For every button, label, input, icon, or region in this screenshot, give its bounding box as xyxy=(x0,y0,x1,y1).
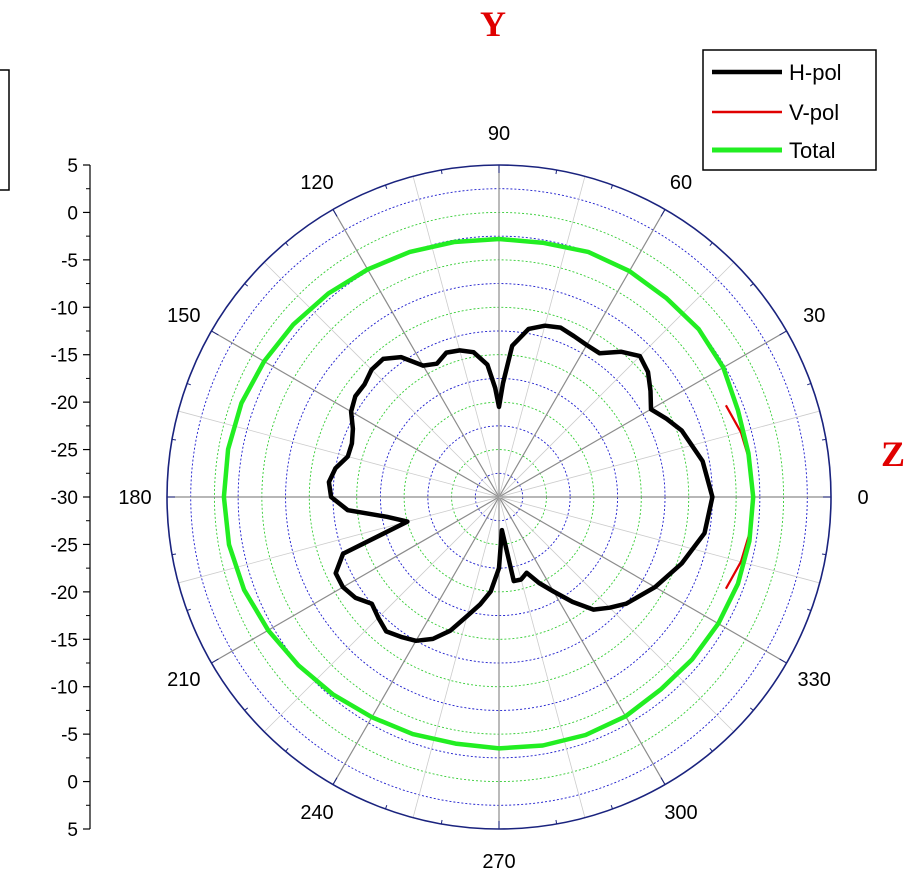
outer-tick xyxy=(440,169,443,175)
radial-tick-label: -10 xyxy=(51,678,78,699)
series-layer xyxy=(221,236,756,751)
outer-tick xyxy=(610,184,614,189)
outer-tick xyxy=(384,805,388,810)
outer-tick xyxy=(244,707,249,711)
grid-spoke-minor xyxy=(178,410,500,498)
outer-tick xyxy=(186,382,191,386)
outer-tick xyxy=(779,658,787,664)
outer-tick xyxy=(440,819,443,825)
radial-tick-label: -15 xyxy=(51,346,78,367)
outer-tick xyxy=(384,184,388,189)
grid-spoke-major xyxy=(211,496,500,664)
outer-tick xyxy=(332,777,338,785)
grid-spoke-minor xyxy=(178,496,500,584)
radial-tick-label: 0 xyxy=(67,773,78,794)
radial-tick-label: -10 xyxy=(51,298,78,319)
grid-spoke-minor xyxy=(263,496,500,733)
outer-tick xyxy=(709,747,713,752)
outer-tick xyxy=(211,658,219,664)
left-frame xyxy=(0,69,10,191)
outer-tick xyxy=(610,805,614,810)
angle-labels: 0 30 60 90 120 150 180 210 240 270 300 330 xyxy=(118,123,868,873)
radial-tick-label: -30 xyxy=(51,488,78,509)
angle-label: 120 xyxy=(300,172,333,194)
outer-tick xyxy=(211,330,219,336)
outer-tick xyxy=(555,819,558,825)
outer-tick xyxy=(660,777,666,785)
angle-label: 0 xyxy=(857,487,868,509)
polar-grid xyxy=(166,164,832,830)
angle-label: 300 xyxy=(664,802,697,824)
grid-spoke-minor xyxy=(498,496,820,584)
grid-spoke-minor xyxy=(498,410,820,498)
radial-tick-label: -5 xyxy=(61,725,78,746)
angle-label: 60 xyxy=(670,172,692,194)
outer-tick xyxy=(807,382,812,386)
radial-tick-label: -25 xyxy=(51,535,78,556)
angle-label: 150 xyxy=(167,305,200,327)
outer-tick xyxy=(749,707,754,711)
outer-tick xyxy=(660,209,666,217)
radial-tick-label: 5 xyxy=(67,156,78,177)
radial-tick-label: 0 xyxy=(67,203,78,224)
axis-label-y: Y xyxy=(480,4,506,44)
radial-tick-label: -20 xyxy=(51,393,78,414)
legend-label-v-pol: V-pol xyxy=(789,100,839,125)
outer-tick xyxy=(821,438,827,441)
outer-tick xyxy=(285,747,289,752)
grid-spoke-major xyxy=(211,330,500,498)
grid-spoke-minor xyxy=(498,261,735,498)
grid-spoke-minor xyxy=(498,496,735,733)
outer-tick xyxy=(186,608,191,612)
series-h-pol xyxy=(326,323,715,644)
radial-tick-label: 5 xyxy=(67,820,78,841)
grid-spoke-minor xyxy=(498,496,586,818)
angle-label: 30 xyxy=(803,305,825,327)
outer-tick xyxy=(709,242,713,247)
radial-tick-label: -5 xyxy=(61,251,78,272)
outer-tick xyxy=(171,553,177,556)
grid-spoke-minor xyxy=(412,176,500,498)
outer-tick xyxy=(285,242,289,247)
outer-tick xyxy=(779,330,787,336)
outer-tick xyxy=(332,209,338,217)
angle-label: 210 xyxy=(167,669,200,691)
grid-spoke-major xyxy=(332,209,500,498)
outer-tick xyxy=(171,438,177,441)
angle-label: 270 xyxy=(482,851,515,873)
axis-label-z: Z xyxy=(881,434,905,474)
angle-label: 180 xyxy=(118,487,151,509)
grid-spoke-major xyxy=(498,496,666,785)
angle-label: 330 xyxy=(798,669,831,691)
legend-label-total: Total xyxy=(789,138,835,163)
outer-tick xyxy=(821,553,827,556)
legend-label-h-pol: H-pol xyxy=(789,60,842,85)
outer-tick xyxy=(807,608,812,612)
grid-spoke-minor xyxy=(263,261,500,498)
outer-tick xyxy=(244,283,249,287)
radial-tick-label: -20 xyxy=(51,583,78,604)
radial-tick-label: -15 xyxy=(51,630,78,651)
radial-scale: 5 0 -5 -10 -15 -20 -25 -30 -25 -20 -15 -10 -5 0 5 xyxy=(51,156,91,841)
grid-spoke-major xyxy=(498,330,787,498)
series-total xyxy=(221,236,756,751)
angle-label: 90 xyxy=(488,123,510,145)
grid-spoke-major xyxy=(498,496,787,664)
radial-tick-label: -25 xyxy=(51,441,78,462)
grid-spoke-major xyxy=(498,209,666,498)
legend: H-pol V-pol Total xyxy=(702,49,877,171)
angle-label: 240 xyxy=(300,802,333,824)
outer-tick xyxy=(749,283,754,287)
outer-tick xyxy=(555,169,558,175)
grid-spoke-minor xyxy=(412,496,500,818)
grid-spoke-minor xyxy=(498,176,586,498)
